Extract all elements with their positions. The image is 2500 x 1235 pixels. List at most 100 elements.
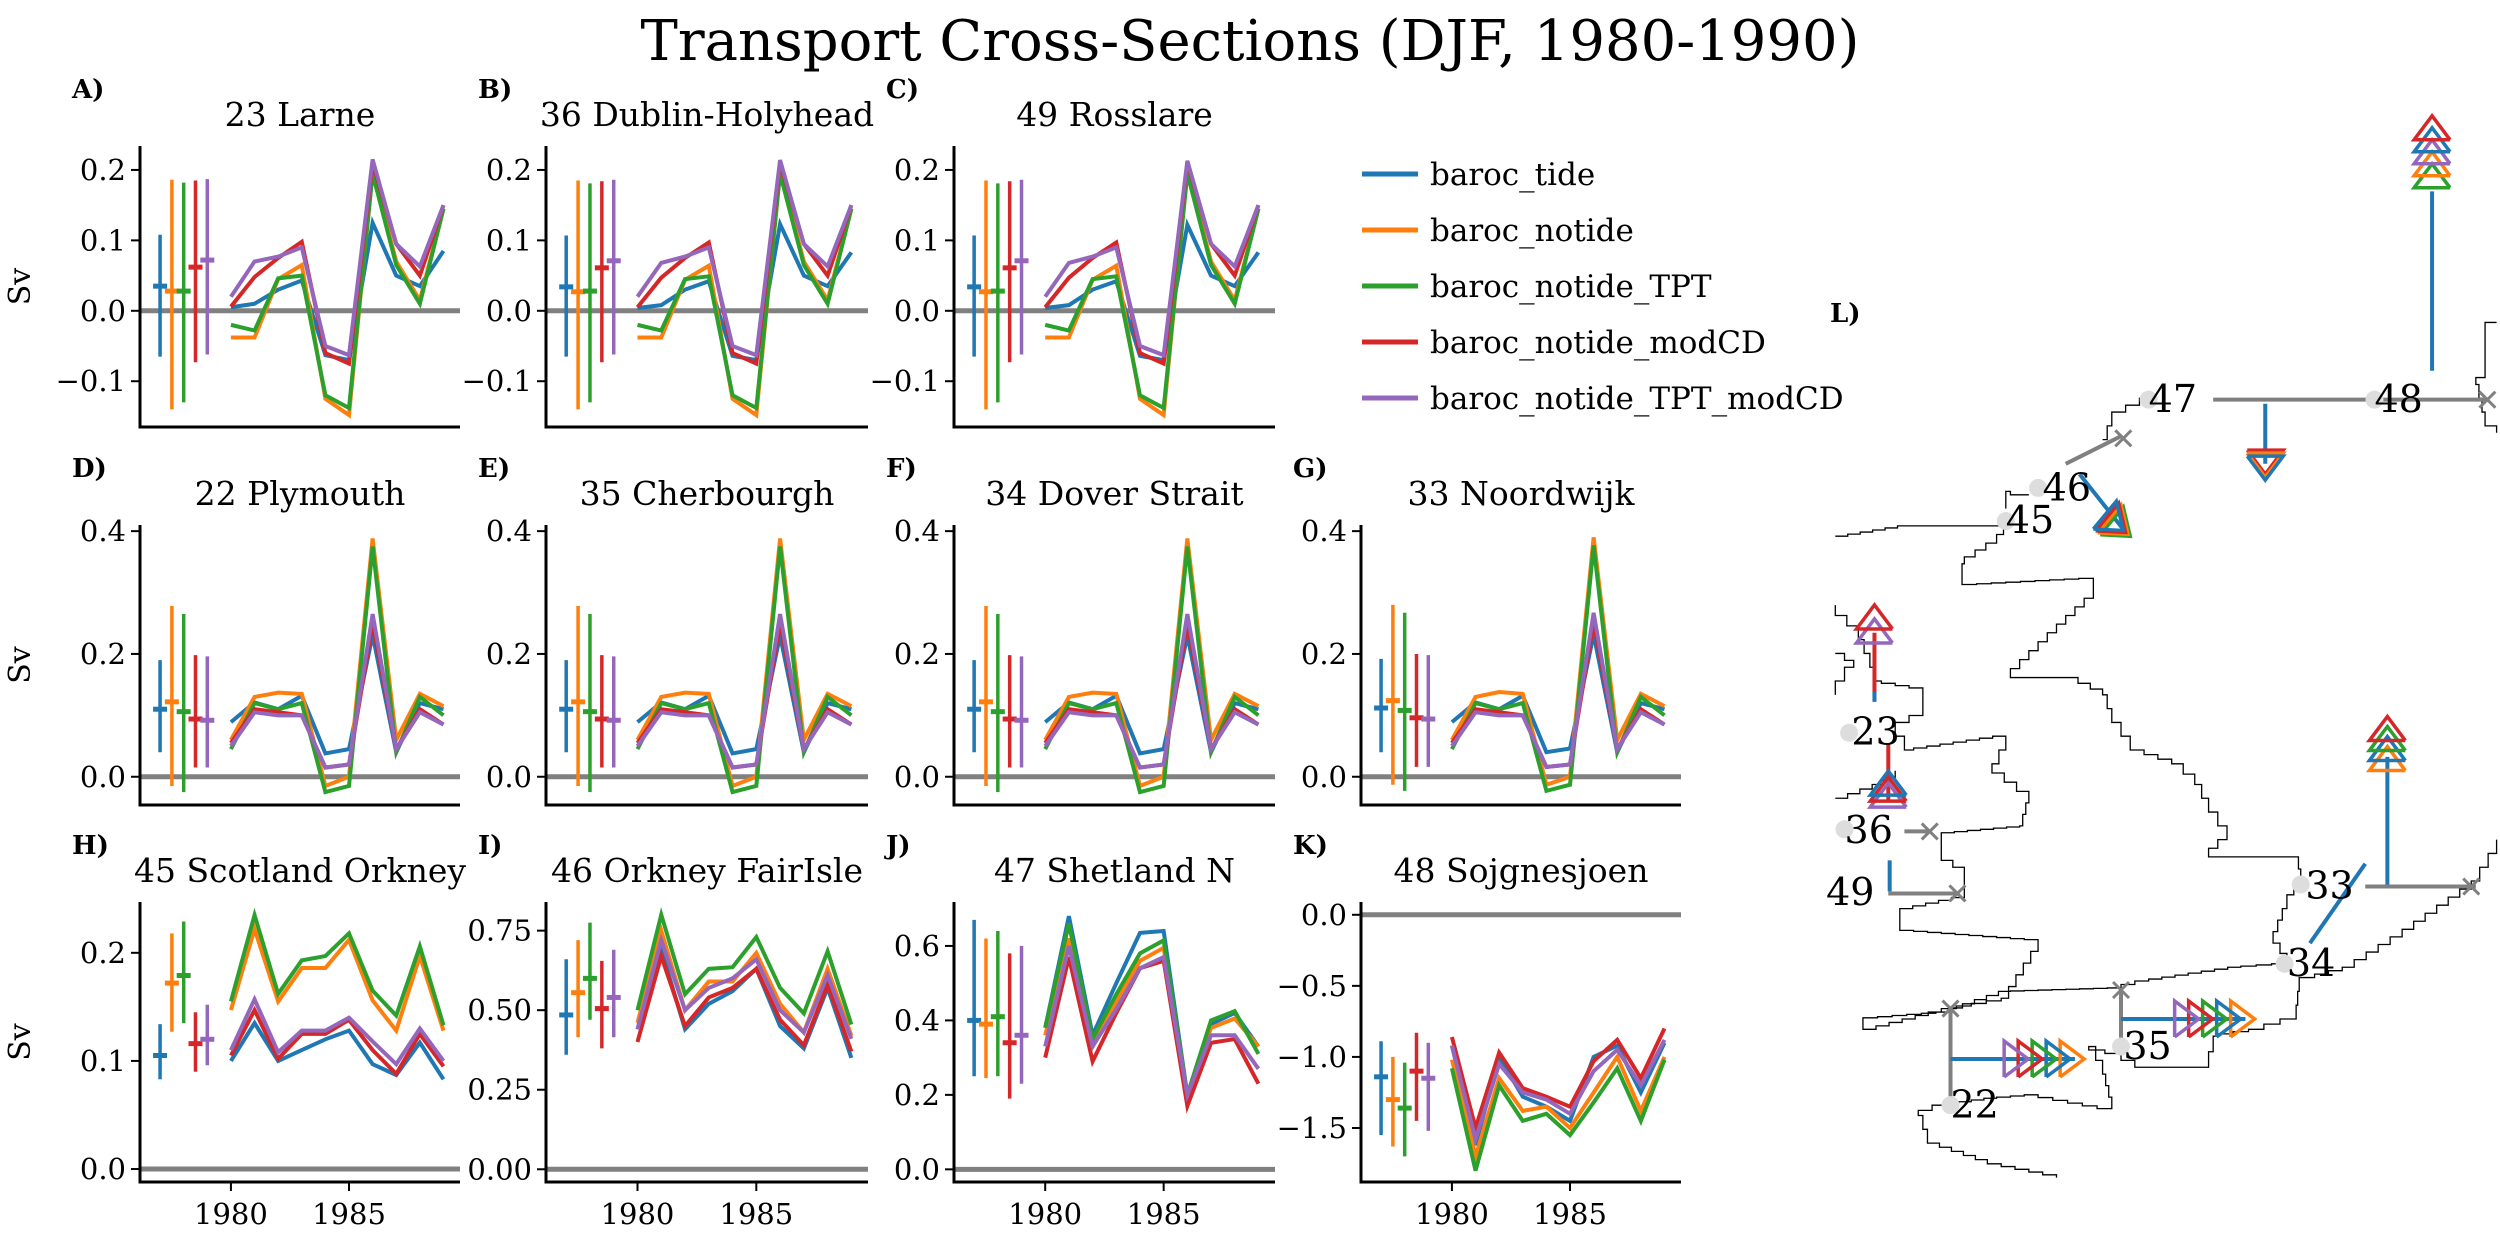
y-tick-label: 0.0 (894, 760, 940, 794)
legend-item-baroc_notide: baroc_notide (1362, 213, 1634, 249)
arrowhead-baroc_tide (2365, 733, 2407, 763)
panels: A) 23 Larne Sv −0.1 0.0 0.1 0.2 B) 36 Dublin-Hol… (3, 75, 1681, 1231)
arrowhead-baroc_notide (2058, 1037, 2088, 1079)
arrowhead-baroc_tide (2214, 997, 2244, 1039)
section-end-x-icon (2114, 429, 2133, 448)
panel-letter: I) (478, 831, 502, 861)
y-tick-label: 0.0 (1301, 898, 1347, 932)
arrowhead-baroc_notide_TPT (2365, 723, 2407, 753)
arrowhead-baroc_notide_TPT_modCD (1852, 616, 1894, 645)
arrowhead-baroc_notide_modCD (2365, 713, 2407, 743)
subplot-c: C) 49 Rosslare −0.1 0.0 0.1 0.2 (870, 75, 1275, 429)
section-start-dot (1840, 723, 1859, 742)
arrowhead-baroc_notide_modCD (1852, 602, 1894, 631)
series-line-baroc_notide_TPT_modCD (635, 159, 854, 358)
y-tick-label: 0.2 (894, 1078, 940, 1112)
series-line-baroc_notide_TPT (1043, 546, 1260, 795)
series-line-baroc_notide_TPT_modCD (635, 933, 854, 1040)
series-line-baroc_notide_TPT_modCD (229, 158, 446, 358)
legend-item-baroc_notide_modCD: baroc_notide_modCD (1362, 325, 1766, 361)
y-tick-label: 0.2 (80, 153, 126, 187)
y-tick-label: 0.4 (894, 514, 940, 548)
series-line-baroc_notide_TPT_modCD (229, 994, 446, 1068)
series-line-baroc_notide_TPT (1450, 545, 1666, 794)
section-label: 23 (1851, 709, 1899, 753)
transport-arrow-34 (2308, 862, 2367, 945)
series-line-baroc_notide_modCD (229, 162, 446, 367)
y-tick-label: −0.1 (56, 364, 126, 398)
series-line-baroc_notide (635, 538, 853, 789)
panel-title: 47 Shetland N (994, 851, 1235, 890)
section-start-dot (2139, 390, 2158, 409)
coastline (2005, 490, 2029, 509)
section-label: 48 (2374, 377, 2422, 421)
section-label: 46 (2043, 465, 2091, 509)
y-tick-label: 0.0 (80, 1152, 126, 1186)
series-line-baroc_notide_TPT_modCD (1043, 613, 1260, 770)
y-tick-label: 0.1 (80, 1044, 126, 1078)
subplot-i: I) 46 Orkney FairIsle 0.00 0.25 0.50 0.75 1980… (467, 831, 868, 1231)
section-start-dot (1835, 820, 1854, 839)
series-line-baroc_notide_modCD (635, 162, 854, 367)
coastline (1834, 525, 2302, 1030)
series-line-baroc_tide (1043, 915, 1261, 1096)
panel-title: 35 Cherbourgh (580, 474, 835, 513)
section-line-46 (2064, 434, 2122, 466)
transport-arrow-46 (2077, 472, 2125, 531)
y-tick-label: 0.2 (80, 637, 126, 671)
coastline (2475, 321, 2498, 433)
series-line-baroc_notide_TPT (230, 172, 446, 412)
arrowhead-baroc_notide_TPT (2200, 997, 2230, 1039)
panel-letter: D) (72, 454, 107, 484)
panel-letter: G) (1293, 454, 1328, 484)
y-tick-label: 0.50 (467, 993, 532, 1027)
section-label: 22 (1951, 1083, 1999, 1127)
series-line-baroc_notide_modCD (1043, 162, 1261, 367)
y-tick-label: 0.2 (894, 637, 940, 671)
section-end-x-icon (2462, 877, 2481, 896)
panel-letter: E) (478, 454, 510, 484)
y-tick-label: 0.4 (486, 514, 532, 548)
section-end-x-icon (1941, 999, 1960, 1018)
series-line-baroc_notide_TPT_modCD (229, 613, 445, 770)
panel-title: 45 Scotland Orkney (134, 851, 466, 890)
panel-letter: A) (71, 75, 104, 105)
arrowhead-baroc_notide (2096, 501, 2131, 537)
x-tick-label: 1980 (601, 1197, 675, 1231)
y-tick-label: 0.4 (894, 1003, 940, 1037)
legend-item-baroc_notide_TPT: baroc_notide_TPT (1362, 269, 1712, 305)
subplot-b: B) 36 Dublin-Holyhead −0.1 0.0 0.1 0.2 (462, 75, 874, 429)
legend-label: baroc_notide_TPT_modCD (1430, 381, 1844, 417)
arrowhead-baroc_tide (2044, 1037, 2074, 1079)
section-label: 35 (2123, 1024, 2171, 1068)
x-tick-label: 1985 (312, 1197, 386, 1231)
section-label: 34 (2287, 941, 2335, 985)
legend: baroc_tide baroc_notide baroc_notide_TPTba… (1362, 157, 1844, 417)
subplot-j: J) 47 Shetland N 0.0 0.2 0.4 0.6 1980 1985 (884, 831, 1275, 1231)
series-line-baroc_notide_TPT_modCD (635, 613, 853, 770)
subplot-g: G) 33 Noordwijk 0.0 0.2 0.4 (1293, 454, 1681, 807)
y-tick-label: 0.00 (467, 1152, 532, 1186)
y-tick-label: −1.5 (1277, 1111, 1347, 1145)
arrowhead-baroc_tide (1866, 768, 1908, 797)
arrowhead-baroc_notide_TPT (2030, 1037, 2060, 1079)
subplot-h: H) 45 Scotland Orkney Sv 0.0 0.1 0.2 1980 1985 (3, 831, 466, 1231)
legend-label: baroc_notide_TPT (1430, 269, 1712, 305)
arrowhead-baroc_notide (2228, 997, 2258, 1039)
section-start-dot (2112, 1037, 2131, 1056)
series-line-baroc_notide_TPT (635, 546, 853, 795)
y-tick-label: −0.1 (870, 364, 940, 398)
panel-letter: F) (886, 454, 917, 484)
x-tick-label: 1985 (1127, 1197, 1201, 1231)
panel-title: 36 Dublin-Holyhead (540, 95, 874, 134)
coastline (2300, 839, 2498, 979)
x-tick-label: 1980 (194, 1197, 268, 1231)
panel-letter: J) (884, 831, 911, 861)
series-line-baroc_notide (1449, 1052, 1667, 1165)
y-tick-label: 0.75 (467, 914, 532, 948)
panel-letter: C) (886, 75, 919, 105)
panel-letter: H) (72, 831, 109, 861)
series-line-baroc_notide (229, 538, 445, 789)
series-line-baroc_notide_TPT (637, 172, 854, 412)
section-start-dot (2365, 390, 2384, 409)
